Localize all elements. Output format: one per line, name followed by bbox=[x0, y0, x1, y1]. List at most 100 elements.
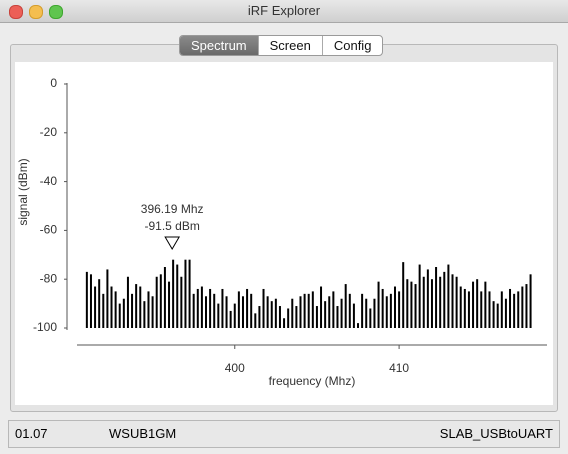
y-tick-label: 0 bbox=[50, 76, 57, 90]
bar bbox=[163, 267, 166, 328]
bar bbox=[258, 306, 261, 328]
zoom-button[interactable] bbox=[49, 5, 63, 19]
tab[interactable]: Spectrum bbox=[180, 36, 258, 55]
bar bbox=[476, 279, 479, 328]
bar bbox=[340, 298, 343, 328]
bar bbox=[221, 288, 224, 328]
device: WSUB1GM bbox=[109, 426, 177, 441]
bar bbox=[467, 291, 470, 328]
bar bbox=[89, 274, 92, 328]
bar bbox=[188, 259, 191, 328]
bar bbox=[513, 293, 516, 328]
bar bbox=[402, 262, 405, 328]
bar bbox=[307, 293, 310, 328]
bar bbox=[320, 286, 323, 328]
bar bbox=[488, 291, 491, 328]
bar bbox=[147, 291, 150, 328]
bar bbox=[472, 281, 475, 328]
bar bbox=[398, 291, 401, 328]
bar bbox=[196, 288, 199, 328]
bar bbox=[500, 291, 503, 328]
bar bbox=[430, 279, 433, 328]
bar bbox=[192, 293, 195, 328]
bar bbox=[389, 293, 392, 328]
bar bbox=[529, 274, 532, 328]
bar bbox=[492, 301, 495, 328]
bar bbox=[426, 269, 429, 328]
bar bbox=[414, 284, 417, 328]
bar bbox=[122, 298, 125, 328]
bar bbox=[102, 293, 105, 328]
bar bbox=[463, 288, 466, 328]
bar bbox=[299, 296, 302, 328]
bar bbox=[254, 313, 257, 328]
marker-frequency: 396.19 Mhz bbox=[141, 202, 204, 216]
y-tick-label: -40 bbox=[40, 174, 58, 188]
bar bbox=[352, 303, 355, 328]
close-button[interactable] bbox=[9, 5, 23, 19]
version: 01.07 bbox=[15, 426, 48, 441]
bar bbox=[504, 298, 507, 328]
bar bbox=[336, 306, 339, 328]
bar bbox=[131, 293, 134, 328]
bar bbox=[459, 286, 462, 328]
minimize-button[interactable] bbox=[29, 5, 43, 19]
bar bbox=[172, 259, 175, 328]
bar bbox=[274, 298, 277, 328]
bar bbox=[106, 269, 109, 328]
tab[interactable]: Config bbox=[321, 36, 383, 55]
bar bbox=[435, 267, 438, 328]
bar bbox=[180, 276, 183, 328]
bar bbox=[94, 286, 97, 328]
bar bbox=[143, 301, 146, 328]
bar bbox=[517, 291, 520, 328]
port: SLAB_USBtoUART bbox=[439, 426, 553, 441]
y-tick-label: -20 bbox=[40, 125, 58, 139]
bar bbox=[266, 296, 269, 328]
bar bbox=[217, 303, 220, 328]
bar bbox=[126, 276, 129, 328]
tab[interactable]: Screen bbox=[257, 36, 322, 55]
bar bbox=[509, 288, 512, 328]
bar bbox=[480, 291, 483, 328]
bar bbox=[176, 264, 179, 328]
bar bbox=[328, 296, 331, 328]
bar bbox=[393, 286, 396, 328]
bar bbox=[484, 281, 487, 328]
bar bbox=[447, 264, 450, 328]
tab-bar: Spectrum Screen Config bbox=[179, 35, 384, 56]
bar bbox=[521, 286, 524, 328]
bar bbox=[139, 286, 142, 328]
bar bbox=[315, 306, 318, 328]
marker bbox=[164, 236, 181, 250]
bar bbox=[377, 281, 380, 328]
bar bbox=[422, 276, 425, 328]
bar bbox=[114, 291, 117, 328]
bar bbox=[443, 271, 446, 328]
bar bbox=[118, 303, 121, 328]
bar bbox=[98, 279, 101, 328]
marker-level: -91.5 dBm bbox=[144, 219, 199, 233]
bar bbox=[205, 296, 208, 328]
bar bbox=[525, 284, 528, 328]
bar bbox=[410, 281, 413, 328]
x-tick-label: 400 bbox=[225, 361, 245, 375]
bar bbox=[225, 296, 228, 328]
bar bbox=[311, 291, 314, 328]
bar bbox=[184, 259, 187, 328]
bar bbox=[270, 301, 273, 328]
bar bbox=[381, 288, 384, 328]
bar bbox=[344, 284, 347, 328]
bar bbox=[283, 318, 286, 328]
bar bbox=[110, 286, 113, 328]
bar bbox=[348, 293, 351, 328]
bar bbox=[361, 293, 364, 328]
bar bbox=[291, 298, 294, 328]
bar bbox=[303, 293, 306, 328]
bar bbox=[418, 264, 421, 328]
bar bbox=[200, 286, 203, 328]
bar bbox=[237, 291, 240, 328]
bar bbox=[213, 293, 216, 328]
